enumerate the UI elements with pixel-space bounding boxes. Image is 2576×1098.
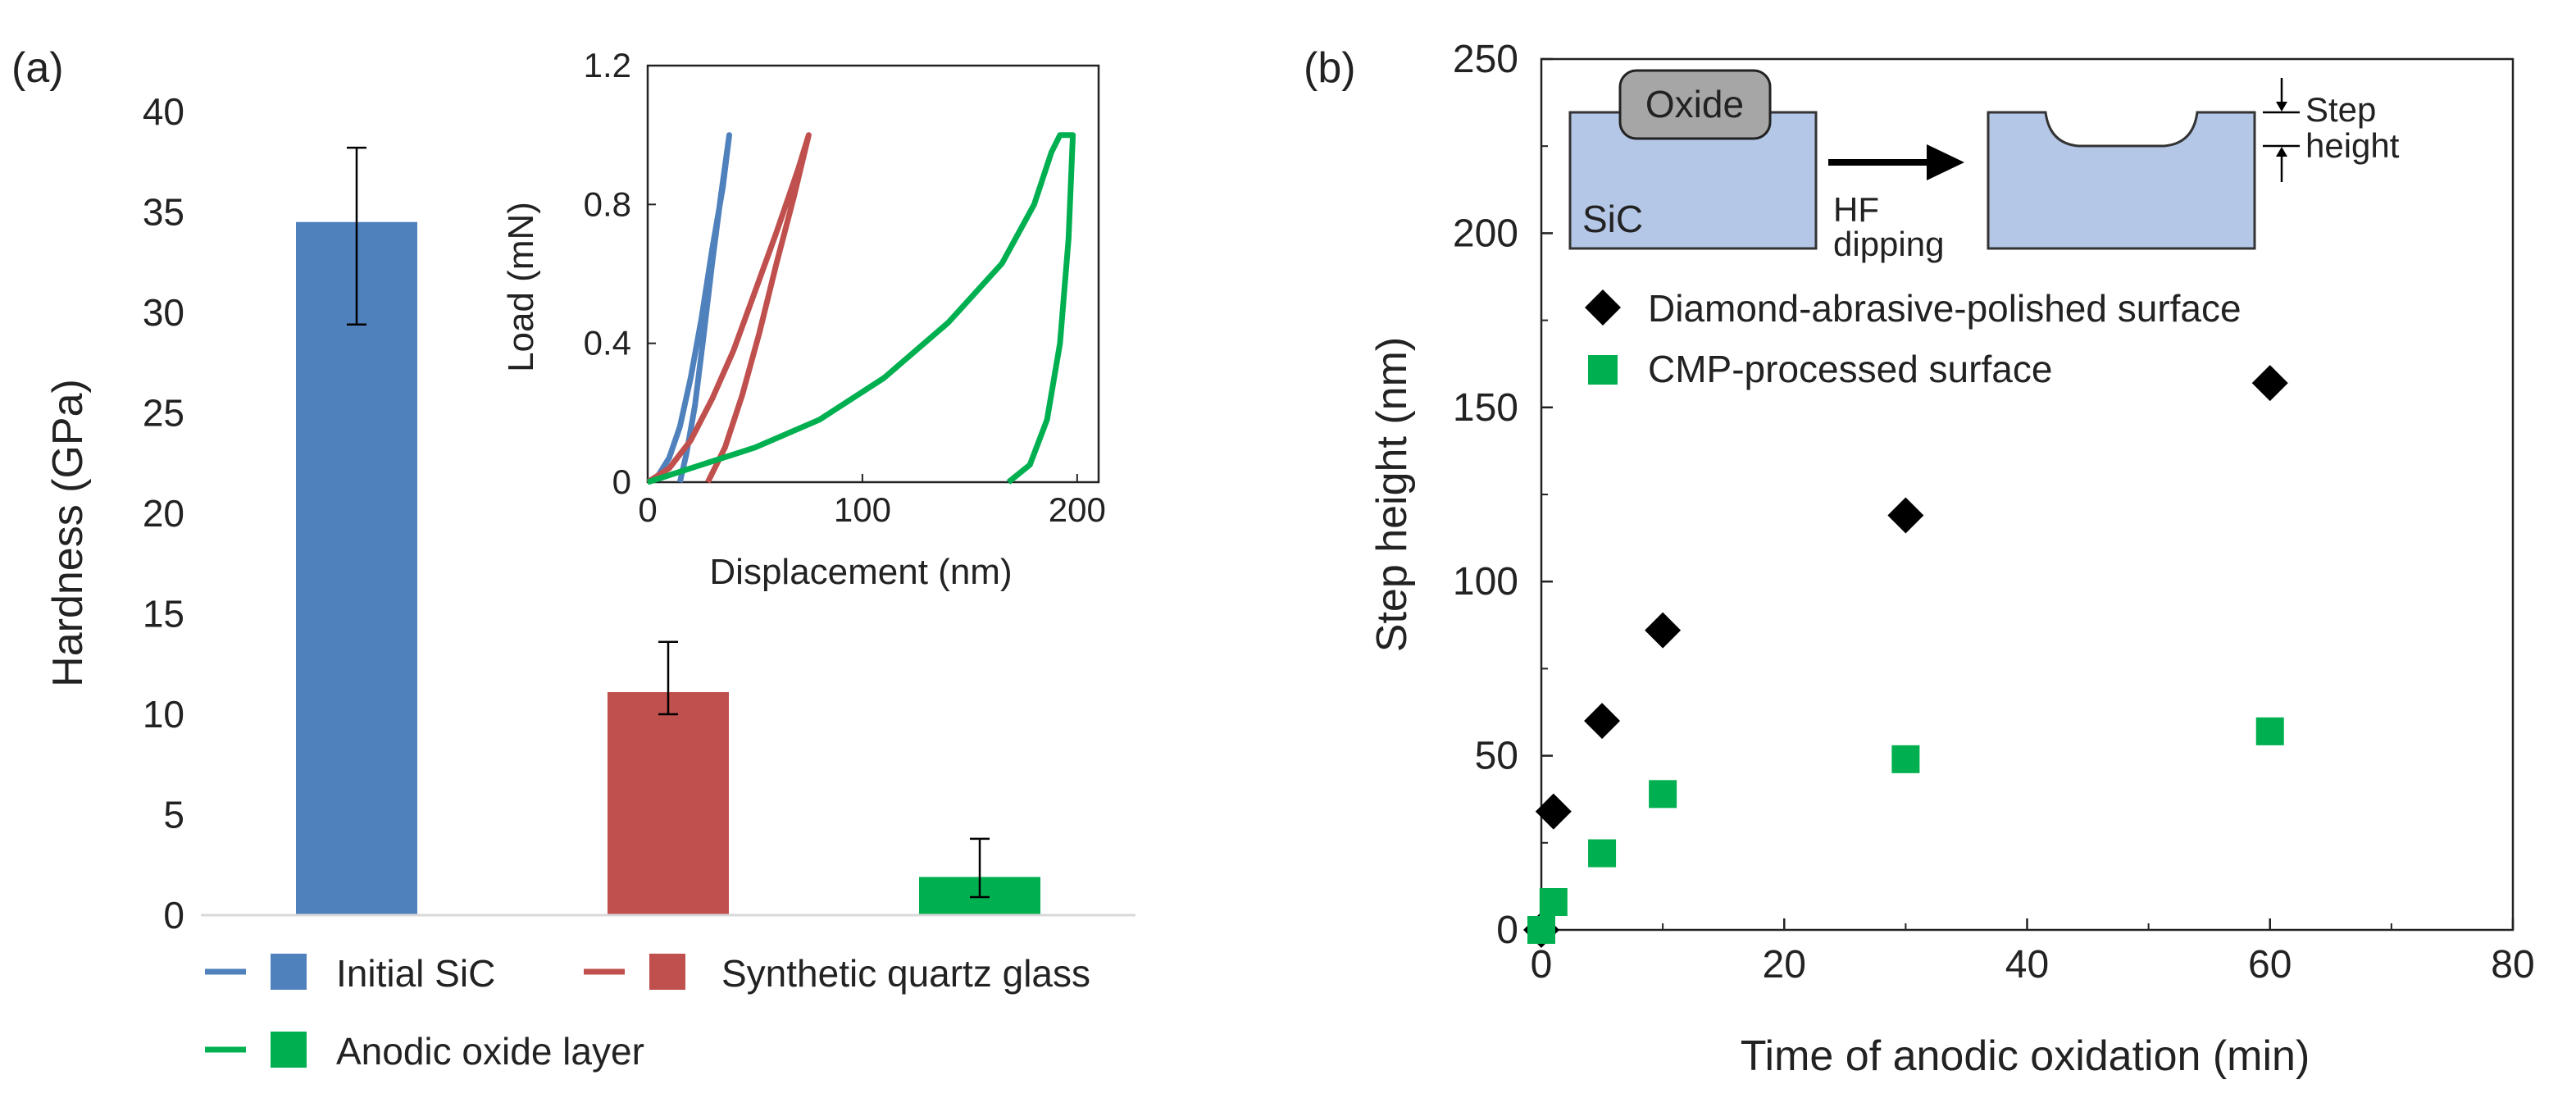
- inset-y-axis-title: Load (mN): [501, 202, 541, 372]
- scatter-y-tick-label: 50: [1475, 735, 1518, 778]
- bar-y-axis-title: Hardness (GPa): [44, 379, 92, 687]
- bar-y-tick-label: 20: [143, 492, 184, 535]
- scatter-points: [1523, 365, 2288, 948]
- legend-label-diamond-abrasive: Diamond-abrasive-polished surface: [1648, 287, 2241, 330]
- legend-swatch-anodic-oxide: [271, 1032, 307, 1068]
- bar-y-tick-label: 25: [143, 392, 184, 435]
- sic-block-after: [1987, 111, 2256, 250]
- step-arrow-up-head: [2276, 147, 2287, 157]
- bar-y-tick-label: 40: [143, 90, 184, 133]
- scatter-y-tick-label: 0: [1496, 909, 1518, 952]
- bar-y-tick-label: 35: [143, 191, 184, 234]
- legend-label-synthetic-quartz: Synthetic quartz glass: [721, 952, 1090, 995]
- inset-y-tick-label: 0: [612, 462, 631, 501]
- legend-entry-initial-sic: Initial SiC: [205, 952, 495, 995]
- panel-b-label: (b): [1304, 44, 1356, 92]
- inset-curve-initial-sic: [646, 132, 732, 485]
- legend-marker-diamond: [1585, 289, 1621, 326]
- step-label-line1: Step: [2305, 90, 2376, 129]
- point-diamond-abrasive-polished-surface: [1535, 793, 1572, 830]
- inset-y-tick-label: 0.4: [584, 324, 631, 362]
- inset-plot-frame: [646, 64, 1100, 484]
- scatter-legend: Diamond-abrasive-polished surface CMP-pr…: [1585, 287, 2241, 390]
- inset-curves: [646, 132, 1076, 485]
- legend-entry-synthetic-quartz: Synthetic quartz glass: [584, 952, 1090, 995]
- bar-y-tick-label: 15: [143, 593, 184, 636]
- process-arrow-head: [1927, 144, 1964, 180]
- inset-y-tick-label: 0.8: [584, 185, 631, 223]
- scatter-y-tick-label: 250: [1453, 38, 1518, 81]
- point-cmp-processed-surface: [2255, 717, 2284, 745]
- point-cmp-processed-surface: [1588, 839, 1617, 868]
- panel-a: (a) Hardness (GPa) 0 5 10 15 20 25 30 35 40 Init…: [11, 44, 1136, 1073]
- point-diamond-abrasive-polished-surface: [1887, 497, 1924, 534]
- scatter-ticks: 0 20 40 60 80 0 50 100 150 200 250: [1453, 38, 2535, 986]
- oxide-label: Oxide: [1645, 83, 1744, 125]
- inset-curve-anodic-oxide-layer: [646, 132, 1076, 485]
- point-diamond-abrasive-polished-surface: [1645, 612, 1682, 649]
- scatter-x-axis-title: Time of anodic oxidation (min): [1741, 1032, 2310, 1080]
- scatter-y-axis-title: Step height (nm): [1368, 337, 1416, 652]
- point-cmp-processed-surface: [1527, 916, 1555, 944]
- legend-swatch-initial-sic: [271, 954, 307, 990]
- inset-x-tick-label: 200: [1049, 490, 1106, 529]
- legend-entry-anodic-oxide: Anodic oxide layer: [205, 1030, 644, 1073]
- legend-label-cmp-processed: CMP-processed surface: [1648, 348, 2052, 390]
- bar-initial-sic: [296, 221, 417, 915]
- inset-x-tick-label: 100: [834, 490, 891, 529]
- inset-x-axis-title: Displacement (nm): [709, 552, 1012, 592]
- bar-y-tick-label: 0: [163, 894, 184, 936]
- inset-ticks: 0 100 200 0 0.4 0.8 1.2: [584, 46, 1106, 529]
- legend-entry-cmp-processed: CMP-processed surface: [1588, 348, 2052, 390]
- bar-y-tick-label: 30: [143, 291, 184, 334]
- scatter-x-tick-label: 20: [1763, 943, 1806, 986]
- point-cmp-processed-surface: [1649, 780, 1677, 809]
- hf-label-line1: HF: [1833, 190, 1879, 229]
- point-cmp-processed-surface: [1539, 888, 1568, 917]
- oxide-block: [1618, 69, 1772, 140]
- bar-y-tick-label: 5: [163, 794, 184, 836]
- scatter-y-tick-label: 200: [1453, 212, 1518, 255]
- panel-b: (b) 0 20 40 60 80 0 50 100 150 200 250 Time of ano…: [1304, 38, 2535, 1080]
- scatter-y-tick-label: 100: [1453, 560, 1518, 604]
- bar-error-bars: [347, 146, 990, 899]
- scatter-y-tick-label: 150: [1453, 386, 1518, 430]
- scatter-x-tick-label: 0: [1531, 943, 1553, 986]
- bar-y-tick-label: 10: [143, 693, 184, 736]
- legend-label-initial-sic: Initial SiC: [336, 952, 495, 995]
- bar-y-tick-labels: 0 5 10 15 20 25 30 35 40: [143, 90, 184, 936]
- scatter-x-tick-label: 60: [2248, 943, 2292, 986]
- point-diamond-abrasive-polished-surface: [2251, 365, 2288, 402]
- scatter-x-tick-label: 80: [2491, 943, 2534, 986]
- legend-label-anodic-oxide: Anodic oxide layer: [336, 1030, 644, 1073]
- step-label-line2: height: [2305, 126, 2400, 165]
- legend-entry-diamond-abrasive: Diamond-abrasive-polished surface: [1585, 287, 2241, 330]
- hf-dipping-schematic: Oxide SiC HF dipping Step height: [1568, 69, 2400, 263]
- point-cmp-processed-surface: [1891, 745, 1920, 773]
- hf-label-line2: dipping: [1833, 225, 1944, 263]
- inset-y-tick-label: 1.2: [584, 46, 631, 84]
- inset-curve-synthetic-quartz-glass: [646, 132, 812, 485]
- step-arrow-down-head: [2276, 102, 2287, 112]
- point-diamond-abrasive-polished-surface: [1584, 703, 1621, 740]
- legend-marker-square: [1588, 355, 1618, 385]
- scatter-x-tick-label: 40: [2005, 943, 2049, 986]
- error-bar-synthetic-quartz-glass: [658, 640, 678, 716]
- bar-series: [296, 221, 1040, 915]
- bar-legend: Initial SiC Synthetic quartz glass Anodi…: [205, 952, 1090, 1073]
- bar-synthetic-quartz-glass: [608, 692, 729, 915]
- error-bar-initial-sic: [347, 146, 366, 326]
- inset-x-tick-label: 0: [638, 490, 657, 529]
- inset-chart: 0 100 200 0 0.4 0.8 1.2 Displacement (nm) Load…: [501, 46, 1106, 592]
- panel-a-label: (a): [11, 44, 64, 92]
- error-bar-anodic-oxide-layer: [970, 837, 990, 899]
- legend-swatch-synthetic-quartz: [649, 954, 685, 990]
- sic-label: SiC: [1582, 198, 1643, 240]
